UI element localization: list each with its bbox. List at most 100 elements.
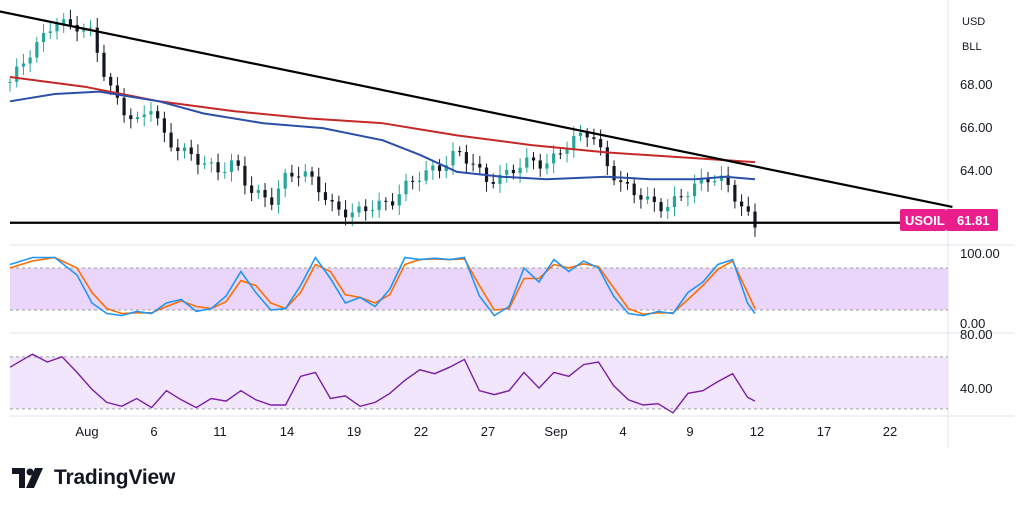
candle-body: [169, 132, 173, 148]
candle-body: [652, 196, 656, 203]
candle-body: [88, 27, 93, 29]
candle-body: [511, 169, 515, 174]
candle-body: [223, 171, 227, 173]
rsi-tick-label: 80.00: [960, 327, 993, 342]
price-tick-label: 66.00: [960, 120, 993, 135]
candle: [330, 193, 334, 212]
candle-body: [229, 160, 234, 172]
candle: [679, 188, 683, 202]
candle: [169, 123, 173, 152]
candle-body: [330, 199, 334, 202]
candle: [538, 153, 542, 177]
candle-body: [62, 19, 66, 24]
last-price-value: 61.81: [957, 213, 990, 228]
time-tick-label: 22: [414, 424, 428, 439]
candle-body: [216, 162, 220, 173]
candle-body: [109, 76, 113, 86]
candle-body: [390, 201, 395, 206]
candle-body: [411, 180, 415, 182]
candle-body: [256, 189, 260, 193]
stochastic-pane[interactable]: 100.00 0.00: [9, 246, 1000, 331]
candle-body: [290, 172, 294, 177]
stochastic-tick-label: 0.00: [960, 316, 985, 331]
candle-body: [122, 97, 126, 116]
candle-body: [619, 180, 623, 182]
candle: [310, 166, 314, 186]
rsi-tick-label: 40.00: [960, 381, 993, 396]
brand[interactable]: TradingView: [12, 465, 175, 491]
symbol-label: USOIL: [905, 213, 945, 228]
candle-body: [263, 189, 267, 198]
candle: [370, 200, 375, 218]
time-tick-label: 9: [686, 424, 693, 439]
candle: [739, 194, 744, 216]
stochastic-tick-label: 100.00: [960, 246, 1000, 261]
candle-body: [733, 184, 737, 202]
candle-body: [706, 178, 710, 183]
candle-body: [156, 111, 160, 119]
candle: [605, 140, 609, 175]
chart-frame[interactable]: USD BLL 68.00 66.00 64.00 USOIL 61.81 10…: [0, 0, 1024, 460]
candle-body: [753, 211, 757, 228]
candle-body: [189, 147, 193, 155]
candle: [135, 111, 140, 123]
candle-body: [578, 132, 583, 136]
candle: [746, 196, 750, 216]
time-tick-label: 6: [150, 424, 157, 439]
candle-body: [28, 57, 32, 64]
candle-body: [605, 147, 609, 167]
rsi-pane[interactable]: 80.00 40.00: [9, 327, 993, 414]
candle: [250, 176, 254, 202]
tradingview-logo-icon: [12, 468, 43, 488]
candle-body: [337, 201, 341, 210]
candle-body: [585, 132, 589, 138]
candle-body: [679, 196, 683, 198]
candle: [572, 126, 576, 158]
candle: [545, 153, 549, 175]
candle-body: [552, 153, 556, 164]
time-tick-label: Aug: [75, 424, 98, 439]
candle-body: [417, 180, 422, 182]
descending-trendline: [0, 10, 953, 208]
candle: [270, 187, 274, 211]
time-tick-label: 19: [347, 424, 361, 439]
candle-body: [384, 200, 388, 202]
candle: [666, 199, 670, 219]
candle: [364, 199, 368, 221]
candle-body: [243, 165, 247, 186]
candle-body: [451, 151, 455, 166]
candle-body: [203, 163, 207, 165]
price-pane[interactable]: 68.00 66.00 64.00 USOIL 61.81: [0, 9, 998, 237]
candle-body: [464, 152, 468, 164]
candle-body: [377, 200, 381, 211]
candle-body: [317, 176, 321, 193]
rsi-band: [10, 356, 948, 409]
candle: [565, 141, 569, 163]
candle: [95, 17, 99, 62]
candle: [592, 128, 596, 145]
candle: [243, 156, 247, 195]
candle: [203, 155, 207, 170]
candle: [719, 166, 724, 191]
candle: [297, 166, 301, 187]
candle: [471, 153, 475, 172]
candle-body: [310, 171, 314, 177]
candle: [21, 53, 26, 75]
candle: [276, 180, 281, 214]
candle-body: [297, 176, 301, 178]
candle-body: [196, 154, 200, 165]
candle-body: [176, 147, 180, 152]
candle-body: [478, 163, 482, 168]
candle-body: [444, 165, 448, 171]
candle: [162, 111, 166, 143]
candle-body: [48, 31, 52, 33]
candle-body: [692, 183, 697, 197]
candle-body: [68, 19, 73, 25]
candle: [639, 188, 643, 209]
candle: [343, 200, 348, 226]
candle-body: [471, 163, 475, 165]
time-axis[interactable]: Aug 6 11 14 19 22 27 Sep 4 9 12 17 22: [75, 424, 897, 439]
candle: [384, 197, 388, 211]
candle-body: [458, 151, 462, 153]
candle: [484, 163, 489, 192]
